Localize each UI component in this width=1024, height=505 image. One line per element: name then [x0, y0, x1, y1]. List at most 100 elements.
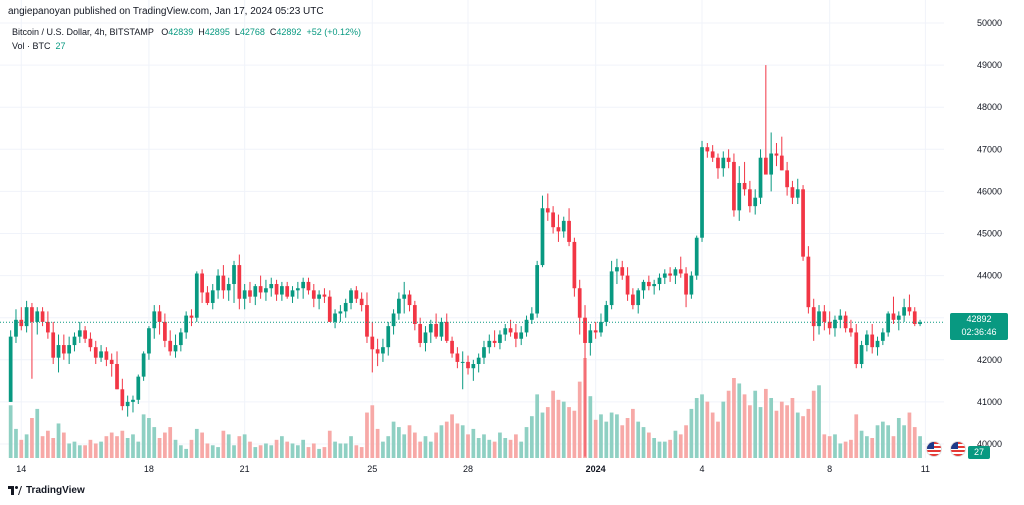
candle-body	[732, 161, 736, 211]
volume-bar	[880, 421, 885, 458]
time-axis[interactable]: 1418212528202448111518	[16, 464, 1024, 474]
volume-bar	[487, 439, 492, 458]
price-axis[interactable]: 4000041000420004300044000450004600047000…	[977, 18, 1002, 449]
volume-bar	[359, 447, 364, 458]
candle-body	[141, 353, 146, 377]
candle-body	[131, 399, 135, 402]
volume-bar	[450, 414, 454, 458]
volume-bar	[843, 441, 848, 458]
volume-bar	[726, 390, 731, 458]
volume-value: 27	[55, 41, 66, 51]
candle-body	[306, 281, 311, 291]
time-tick-label: 14	[16, 464, 26, 474]
volume-bar	[652, 438, 657, 458]
candle-body	[61, 345, 66, 354]
volume-label[interactable]: Vol · BTC	[12, 41, 51, 51]
candle-body	[763, 157, 768, 175]
low-value: 42768	[239, 27, 265, 37]
symbol-name[interactable]: Bitcoin / U.S. Dollar, 4h, BITSTAMP	[12, 27, 154, 37]
volume-bar	[694, 398, 699, 458]
volume-bar	[173, 439, 178, 458]
tradingview-logo[interactable]: TradingView	[8, 485, 85, 496]
volume-bar	[189, 439, 194, 458]
us-flag-event-icon[interactable]	[926, 441, 942, 457]
publisher-info: angiepanoyan published on TradingView.co…	[8, 6, 324, 17]
volume-bar	[498, 432, 502, 458]
candle-body	[822, 311, 827, 322]
candle-body	[769, 153, 774, 175]
candle-body	[487, 340, 492, 348]
candle-body	[503, 328, 508, 335]
volume-bar	[72, 441, 77, 458]
candle-body	[891, 313, 896, 320]
candle-body	[912, 311, 917, 325]
volume-bar	[503, 438, 508, 458]
candle-body	[51, 332, 56, 358]
candle-body	[583, 317, 587, 343]
price-tick-label: 45000	[977, 229, 1002, 239]
time-tick-label: 25	[367, 464, 377, 474]
time-tick-label: 4	[700, 464, 705, 474]
volume-bar	[412, 432, 417, 458]
candle-body	[311, 290, 316, 299]
candle-body	[173, 345, 178, 352]
volume-bar	[721, 401, 726, 458]
volume-bar	[769, 398, 774, 458]
candle-body	[365, 305, 369, 337]
candle-body	[710, 151, 715, 158]
time-tick-label: 18	[144, 464, 154, 474]
volume-bar	[912, 427, 917, 458]
bar-countdown: 02:36:46	[961, 327, 997, 337]
volume-bar	[753, 390, 758, 458]
volume-bar	[822, 434, 827, 458]
volume-bar	[19, 439, 24, 458]
volume-bar	[668, 439, 672, 458]
volume-bar	[673, 430, 678, 458]
candle-body	[615, 267, 619, 272]
candle-body	[902, 307, 906, 316]
candle-body	[338, 311, 343, 314]
volume-bar	[710, 412, 715, 458]
candle-body	[859, 345, 864, 365]
volume-bar	[375, 428, 380, 458]
volume-bar	[779, 401, 784, 458]
candle-body	[210, 290, 215, 303]
candle-body	[668, 273, 672, 276]
us-flag-event-icon[interactable]	[950, 441, 966, 457]
candle-body	[561, 220, 566, 232]
volume-bar	[466, 434, 470, 458]
candle-body	[285, 286, 290, 297]
volume-bar	[295, 445, 300, 458]
volume-bar	[269, 445, 274, 458]
candle-body	[625, 275, 630, 295]
volume-bar	[471, 428, 476, 458]
volume-bar	[859, 430, 864, 458]
candle-body	[529, 313, 534, 320]
volume-bar	[434, 432, 438, 458]
time-tick-label: 21	[240, 464, 250, 474]
volume-bar	[599, 414, 603, 458]
candle-body	[689, 275, 694, 295]
candle-body	[99, 351, 103, 358]
candle-body	[93, 347, 98, 358]
candle-body	[726, 157, 731, 162]
volume-bar	[194, 428, 199, 458]
volume-bars	[8, 358, 922, 458]
volume-bar	[567, 407, 571, 458]
candle-body	[524, 319, 529, 333]
candle-body	[646, 281, 651, 287]
candle-body	[652, 284, 657, 287]
volume-bar	[349, 436, 353, 458]
last-price-value: 42892	[966, 314, 992, 324]
volume-bar	[131, 434, 135, 458]
volume-bar	[354, 445, 359, 458]
volume-bar	[77, 445, 82, 458]
candle-body	[237, 265, 242, 299]
candle-body	[880, 332, 885, 341]
candle-body	[678, 269, 683, 274]
volume-bar	[280, 436, 284, 458]
candle-body	[216, 275, 220, 291]
candle-body	[30, 307, 34, 322]
candle-body	[721, 157, 726, 169]
